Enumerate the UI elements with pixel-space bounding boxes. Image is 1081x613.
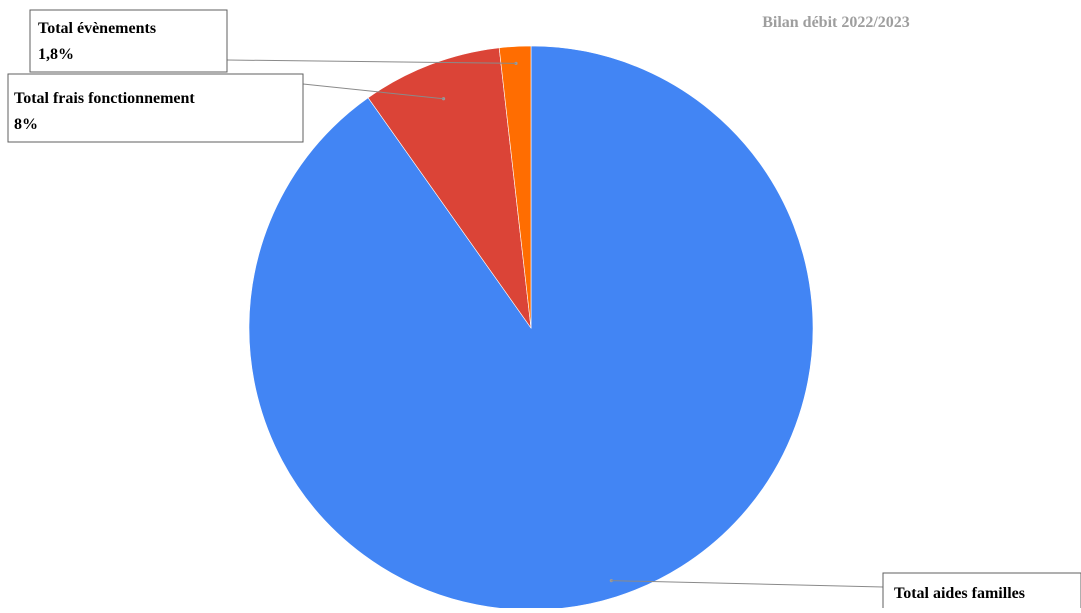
chart-title: Bilan débit 2022/2023 <box>762 14 910 31</box>
slices-layer <box>248 45 814 611</box>
data-label-box <box>7 73 304 143</box>
leader-line-total-frais-fonctionnement <box>302 83 444 100</box>
pie-slice-total-evenements <box>498 45 532 329</box>
data-label-total-frais-fonctionnement: Total frais fonctionnement 8% <box>7 73 304 143</box>
data-label-box <box>882 572 1081 613</box>
leaders-layer <box>226 59 884 588</box>
data-label-value: 1,8% <box>38 46 74 63</box>
data-label-category: Total aides familles <box>894 585 1025 602</box>
leader-anchor-total-evenements <box>514 61 518 65</box>
pie-slice-total-frais-fonctionnement <box>367 47 532 329</box>
data-label-category: Total frais fonctionnement <box>14 90 195 107</box>
leader-line-total-evenements <box>226 59 517 64</box>
data-label-category: Total évènements <box>38 20 156 37</box>
data-label-total-aides-familles: Total aides familles90,2% <box>882 572 1081 613</box>
data-label-box <box>29 9 228 73</box>
callouts-layer: Total aides familles90,2% Total frais fon… <box>7 9 1081 613</box>
data-label-total-evenements: Total évènements 1,8% <box>29 9 228 73</box>
data-label-value: 8% <box>14 116 38 133</box>
leader-line-total-aides-familles <box>611 580 884 588</box>
